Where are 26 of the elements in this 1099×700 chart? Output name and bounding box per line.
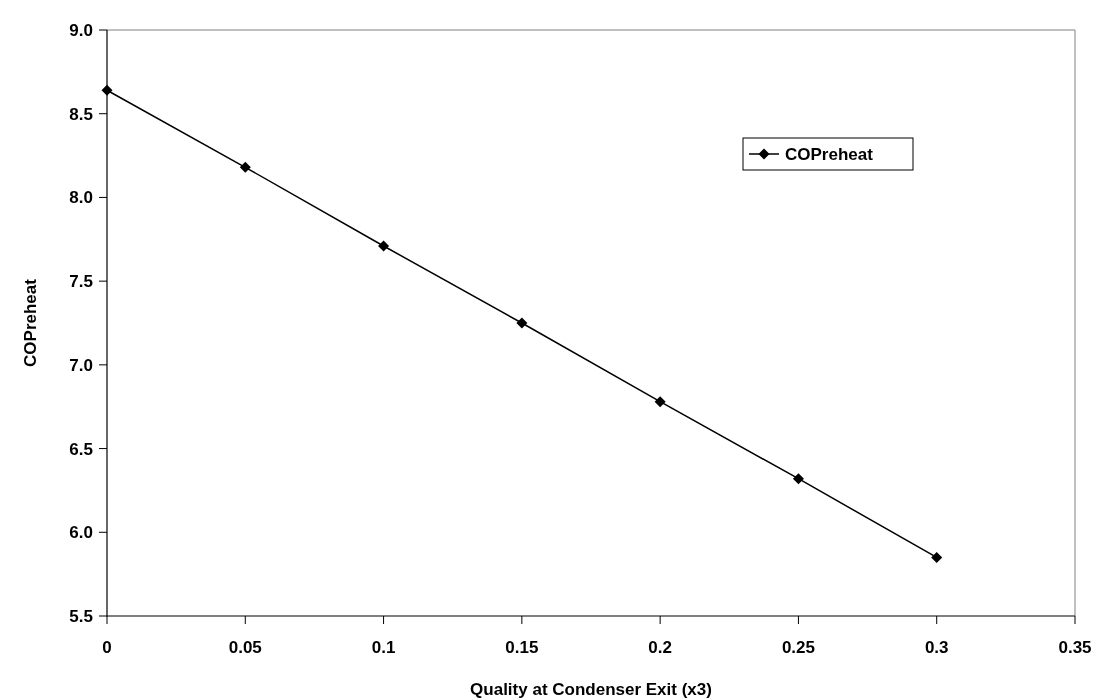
y-tick-label: 7.0 [69, 355, 93, 375]
point [792, 473, 804, 485]
y-tick-label: 6.0 [69, 523, 93, 543]
x-tick-label: 0.05 [228, 638, 262, 657]
y-tick-label: 8.0 [69, 188, 93, 208]
x-tick-label: 0.3 [924, 638, 949, 657]
y-axis-title: COPreheat [21, 278, 40, 367]
x-tick-label: 0.2 [648, 638, 672, 657]
x-tick-label: 0.15 [505, 638, 539, 657]
point [516, 317, 528, 329]
x-axis-title: Quality at Condenser Exit (x3) [470, 680, 712, 699]
y-tick-label: 8.5 [69, 104, 93, 124]
legend-label: COPreheat [785, 144, 874, 164]
x-tick-label: 0.1 [371, 638, 396, 657]
x-tick-label: 0.35 [1058, 638, 1092, 657]
point [239, 161, 251, 173]
y-tick-label: 9.0 [69, 20, 93, 40]
point [654, 396, 666, 408]
point [101, 84, 113, 96]
x-tick-label: 0 [102, 638, 112, 657]
y-tick-label: 5.5 [69, 606, 93, 626]
point [931, 551, 943, 563]
x-tick-label: 0.25 [781, 638, 815, 657]
point [378, 240, 390, 252]
y-tick-label: 6.5 [69, 439, 93, 459]
y-tick-label: 7.5 [69, 272, 93, 292]
